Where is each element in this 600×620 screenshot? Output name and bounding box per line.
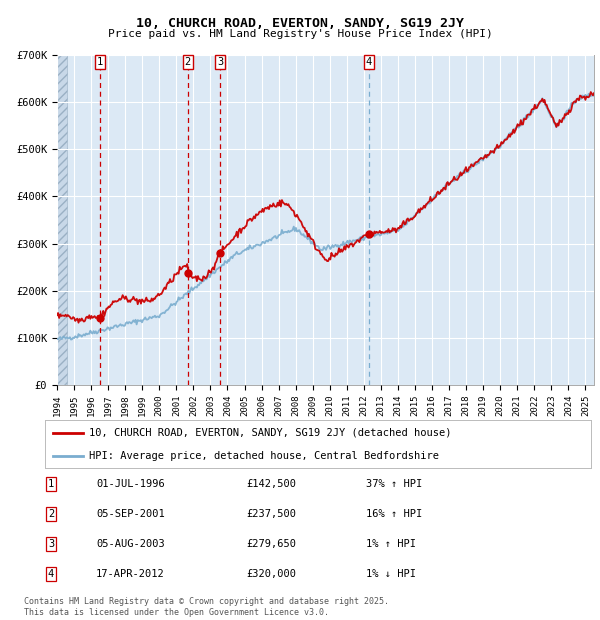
Text: 10, CHURCH ROAD, EVERTON, SANDY, SG19 2JY (detached house): 10, CHURCH ROAD, EVERTON, SANDY, SG19 2J… (89, 428, 451, 438)
Text: Price paid vs. HM Land Registry's House Price Index (HPI): Price paid vs. HM Land Registry's House … (107, 29, 493, 38)
Text: 37% ↑ HPI: 37% ↑ HPI (366, 479, 422, 489)
Text: 2: 2 (48, 509, 54, 519)
Text: 1: 1 (97, 58, 103, 68)
Text: £279,650: £279,650 (246, 539, 296, 549)
Text: Contains HM Land Registry data © Crown copyright and database right 2025.
This d: Contains HM Land Registry data © Crown c… (24, 598, 389, 617)
Text: 01-JUL-1996: 01-JUL-1996 (96, 479, 165, 489)
Text: 4: 4 (48, 569, 54, 579)
Text: 1% ↑ HPI: 1% ↑ HPI (366, 539, 416, 549)
Text: 2: 2 (185, 58, 191, 68)
Text: 1% ↓ HPI: 1% ↓ HPI (366, 569, 416, 579)
Text: 1: 1 (48, 479, 54, 489)
Text: HPI: Average price, detached house, Central Bedfordshire: HPI: Average price, detached house, Cent… (89, 451, 439, 461)
Text: £320,000: £320,000 (246, 569, 296, 579)
Text: 05-AUG-2003: 05-AUG-2003 (96, 539, 165, 549)
Text: £142,500: £142,500 (246, 479, 296, 489)
Text: £237,500: £237,500 (246, 509, 296, 519)
Text: 4: 4 (365, 58, 372, 68)
Text: 16% ↑ HPI: 16% ↑ HPI (366, 509, 422, 519)
Text: 05-SEP-2001: 05-SEP-2001 (96, 509, 165, 519)
Text: 3: 3 (48, 539, 54, 549)
Text: 10, CHURCH ROAD, EVERTON, SANDY, SG19 2JY: 10, CHURCH ROAD, EVERTON, SANDY, SG19 2J… (136, 17, 464, 30)
Text: 3: 3 (217, 58, 224, 68)
Text: 17-APR-2012: 17-APR-2012 (96, 569, 165, 579)
